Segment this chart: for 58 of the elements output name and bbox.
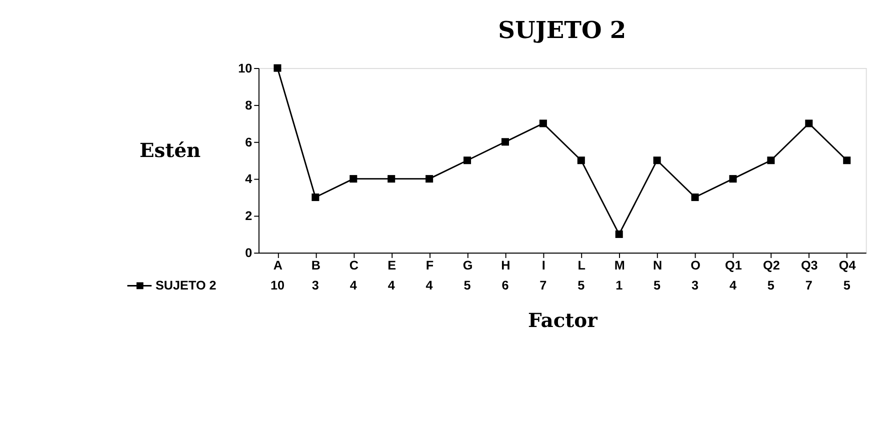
data-label: 5 bbox=[767, 278, 774, 293]
y-tick-label: 6 bbox=[245, 135, 252, 150]
point bbox=[388, 175, 396, 183]
x-tick-label: A bbox=[273, 258, 283, 273]
data-label: 7 bbox=[805, 278, 812, 293]
data-label: 7 bbox=[540, 278, 547, 293]
y-axis-title: Estén bbox=[139, 138, 201, 162]
data-label: 3 bbox=[692, 278, 699, 293]
data-label: 4 bbox=[729, 278, 737, 293]
point bbox=[691, 194, 699, 202]
point bbox=[805, 120, 813, 128]
point bbox=[539, 120, 547, 128]
point bbox=[501, 138, 509, 146]
data-label: 1 bbox=[616, 278, 623, 293]
x-tick-label: E bbox=[388, 258, 396, 273]
point bbox=[767, 156, 775, 164]
point bbox=[350, 175, 358, 183]
x-tick-label: Q2 bbox=[763, 258, 780, 273]
data-label: 5 bbox=[843, 278, 850, 293]
x-axis-title: Factor bbox=[528, 309, 598, 332]
x-tick-label: Q1 bbox=[725, 258, 742, 273]
x-tick-label: O bbox=[690, 258, 701, 273]
x-tick-label: G bbox=[462, 258, 473, 273]
point bbox=[312, 194, 320, 202]
y-tick-label: 0 bbox=[245, 246, 252, 260]
data-label: 6 bbox=[502, 278, 509, 293]
point bbox=[843, 156, 851, 164]
y-tick-label: 8 bbox=[245, 98, 252, 112]
point bbox=[426, 175, 434, 183]
y-tick-label: 10 bbox=[238, 61, 252, 76]
data-label: 3 bbox=[312, 278, 319, 293]
x-tick-label: F bbox=[426, 258, 434, 273]
data-label: 10 bbox=[270, 278, 284, 293]
x-tick-label: N bbox=[652, 258, 662, 273]
y-tick-label: 4 bbox=[245, 172, 252, 186]
x-tick-label: M bbox=[614, 258, 625, 273]
point bbox=[274, 64, 282, 72]
x-tick-label: I bbox=[542, 258, 546, 273]
data-label: 5 bbox=[654, 278, 661, 293]
x-tick-label: H bbox=[501, 258, 510, 273]
data-label: 4 bbox=[426, 278, 433, 293]
point bbox=[464, 156, 472, 164]
x-tick-label: L bbox=[578, 258, 586, 273]
y-tick-label: 2 bbox=[245, 209, 252, 224]
point bbox=[729, 175, 737, 183]
data-label: 4 bbox=[388, 278, 395, 293]
data-label: 4 bbox=[350, 278, 357, 293]
point bbox=[577, 156, 585, 164]
x-tick-label: Q4 bbox=[838, 258, 856, 273]
x-tick-label: Q3 bbox=[800, 258, 818, 273]
data-label: 5 bbox=[464, 278, 471, 293]
data-label: 5 bbox=[578, 278, 585, 293]
x-tick-label: C bbox=[349, 258, 358, 273]
x-tick-label: B bbox=[311, 258, 320, 273]
point bbox=[653, 156, 661, 164]
legend-label: SUJETO 2 bbox=[155, 278, 216, 293]
point bbox=[615, 230, 623, 238]
chart-title: SUJETO 2 bbox=[498, 16, 626, 44]
